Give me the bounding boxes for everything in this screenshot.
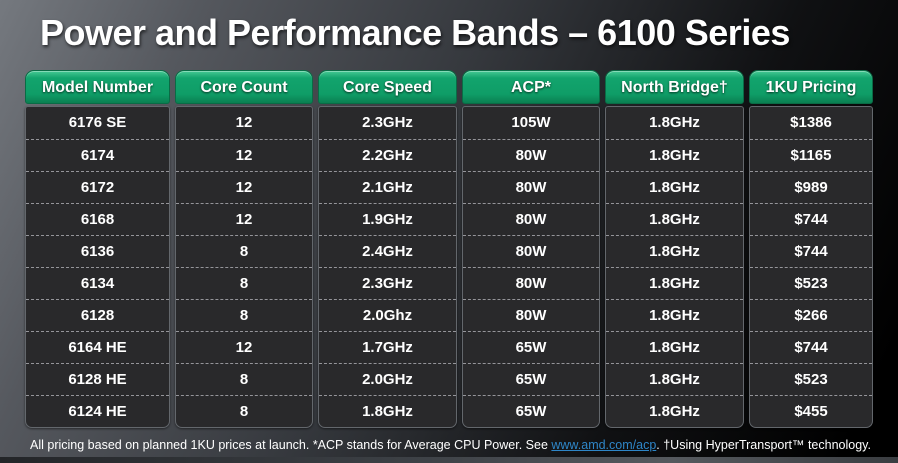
table-cell: $455 (750, 395, 872, 427)
table-cell: $523 (750, 363, 872, 395)
table-cell: 80W (463, 171, 599, 203)
table-column-2: Core Count 12 12 12 12 8 8 8 12 8 8 (175, 70, 313, 428)
table-cell: 1.7GHz (319, 331, 456, 363)
table-cell: 8 (176, 299, 312, 331)
table-cell: 2.0Ghz (319, 299, 456, 331)
table-cell: 65W (463, 331, 599, 363)
table-cell: 1.8GHz (606, 203, 743, 235)
table-cell: 80W (463, 139, 599, 171)
table-cell: 2.0GHz (319, 363, 456, 395)
table-cell: 1.8GHz (606, 363, 743, 395)
table-cell: 6136 (26, 235, 169, 267)
table-cell: 6164 HE (26, 331, 169, 363)
table-cell: 1.8GHz (606, 235, 743, 267)
column-body: 12 12 12 12 8 8 8 12 8 8 (175, 106, 313, 428)
table-cell: $266 (750, 299, 872, 331)
table-cell: $1386 (790, 114, 832, 131)
table-cell: 12 (176, 331, 312, 363)
table-cell: $1165 (750, 139, 872, 171)
column-header: 1KU Pricing (749, 70, 873, 104)
table-cell: $744 (750, 203, 872, 235)
table-cell: 65W (463, 395, 599, 427)
table-cell: 12 (235, 114, 253, 131)
column-body: 2.3GHz 2.2GHz 2.1GHz 1.9GHz 2.4GHz 2.3GHz 2.0G… (318, 106, 457, 428)
page-title: Power and Performance Bands – 6100 Serie… (40, 12, 790, 53)
footnote-text-before: All pricing based on planned 1KU prices … (30, 438, 552, 452)
table-cell: 80W (463, 203, 599, 235)
table-cell: 8 (176, 267, 312, 299)
table-cell: 80W (463, 235, 599, 267)
table-cell: 1.8GHz (606, 171, 743, 203)
table-cell: 2.1GHz (319, 171, 456, 203)
bottom-reflection-strip (0, 457, 898, 463)
table-cell: 12 (176, 171, 312, 203)
column-body: $1386 $1165 $989 $744 $744 $523 $266 $744 $523 $4… (749, 106, 873, 428)
table-cell: 2.2GHz (319, 139, 456, 171)
column-header: Core Speed (318, 70, 457, 104)
table-cell: 6134 (26, 267, 169, 299)
column-header: Model Number (25, 70, 170, 104)
column-body: 6176 SE 6174 6172 6168 6136 6134 6128 6164 HE 61… (25, 106, 170, 428)
column-header: Core Count (175, 70, 313, 104)
footnote: All pricing based on planned 1KU prices … (30, 438, 871, 452)
table-column-5: North Bridge† 1.8GHz 1.8GHz 1.8GHz 1.8GHz 1.8… (605, 70, 744, 428)
table-cell: $989 (750, 171, 872, 203)
footnote-text-after: . †Using HyperTransport™ technology. (656, 438, 871, 452)
table-cell: 12 (176, 139, 312, 171)
column-body: 1.8GHz 1.8GHz 1.8GHz 1.8GHz 1.8GHz 1.8GHz 1.8G… (605, 106, 744, 428)
table-cell: 1.8GHz (319, 395, 456, 427)
table-cell: 105W (511, 114, 551, 131)
table-cell: 2.4GHz (319, 235, 456, 267)
table-column-3: Core Speed 2.3GHz 2.2GHz 2.1GHz 1.9GHz 2.4GHz… (318, 70, 457, 428)
table-cell: $744 (750, 331, 872, 363)
table-cell: 6168 (26, 203, 169, 235)
pricing-table: Model Number 6176 SE 6174 6172 6168 6136 6134 6… (25, 70, 873, 428)
table-cell: 80W (463, 299, 599, 331)
table-cell: 8 (176, 363, 312, 395)
column-header: North Bridge† (605, 70, 744, 104)
table-column-1: Model Number 6176 SE 6174 6172 6168 6136 6134 6… (25, 70, 170, 428)
table-column-4: ACP* 105W 80W 80W 80W 80W 80W 80W 65W 65W 65W (462, 70, 600, 428)
column-header: ACP* (462, 70, 600, 104)
column-body: 105W 80W 80W 80W 80W 80W 80W 65W 65W 65W (462, 106, 600, 428)
table-cell: 1.8GHz (606, 267, 743, 299)
table-cell: 1.8GHz (649, 114, 700, 131)
table-cell: 12 (176, 203, 312, 235)
table-cell: $744 (750, 235, 872, 267)
table-cell: 8 (176, 235, 312, 267)
table-cell: 6128 (26, 299, 169, 331)
table-column-6: 1KU Pricing $1386 $1165 $989 $744 $744 $523 $26… (749, 70, 873, 428)
table-cell: 1.8GHz (606, 139, 743, 171)
table-cell: 65W (463, 363, 599, 395)
amd-acp-link[interactable]: www.amd.com/acp (551, 438, 657, 452)
table-cell: 6176 SE (68, 114, 127, 131)
table-cell: 80W (463, 267, 599, 299)
table-cell: 1.8GHz (606, 331, 743, 363)
table-cell: 6172 (26, 171, 169, 203)
table-cell: 2.3GHz (319, 267, 456, 299)
table-cell: 2.3GHz (362, 114, 413, 131)
table-cell: 6174 (26, 139, 169, 171)
table-cell: 6128 HE (26, 363, 169, 395)
table-cell: $523 (750, 267, 872, 299)
table-cell: 6124 HE (26, 395, 169, 427)
table-cell: 1.9GHz (319, 203, 456, 235)
table-cell: 1.8GHz (606, 395, 743, 427)
table-cell: 1.8GHz (606, 299, 743, 331)
table-cell: 8 (176, 395, 312, 427)
